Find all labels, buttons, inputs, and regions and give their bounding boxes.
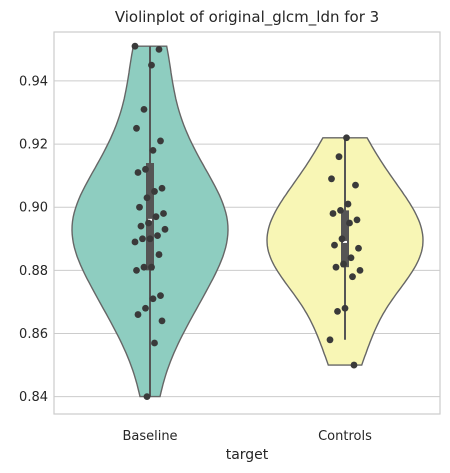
data-point [159,317,166,324]
data-point [150,295,157,302]
data-point [348,254,355,261]
data-point [159,185,166,192]
data-point [135,169,142,176]
data-point [153,213,160,220]
data-point [136,204,143,211]
data-point [357,267,364,274]
data-point [154,232,161,239]
data-point [132,239,139,246]
y-tick-label: 0.94 [19,74,48,89]
data-point [337,207,344,214]
data-point [345,201,352,208]
data-point [331,242,338,249]
data-point [144,393,151,400]
data-point [340,261,347,268]
data-point [151,340,158,347]
data-point [139,235,146,242]
data-point [150,147,157,154]
data-point [352,182,359,189]
data-point [133,267,140,274]
data-point [351,362,358,369]
data-point [160,210,167,217]
data-point [141,264,148,271]
data-point [334,308,341,315]
x-axis-ticks: Baseline Controls [122,429,372,444]
x-tick-label: Baseline [122,429,177,444]
data-point [142,305,149,312]
data-point [151,188,158,195]
y-tick-label: 0.84 [19,390,48,405]
data-point [354,216,361,223]
data-point [147,235,154,242]
x-tick-label: Controls [318,429,372,444]
data-point [156,251,163,258]
data-point [342,305,349,312]
x-axis-label: target [226,447,269,463]
data-point [144,194,151,201]
data-point [135,311,142,318]
data-point [328,175,335,182]
data-point [132,43,139,50]
data-point [333,264,340,271]
data-point [145,220,152,227]
data-point [138,223,145,230]
y-tick-label: 0.90 [19,201,48,216]
data-point [343,134,350,141]
data-point [133,125,140,132]
data-point [157,138,164,145]
data-point [148,62,155,69]
data-point [157,292,164,299]
y-axis-ticks: 0.84 0.86 0.88 0.90 0.92 0.94 [19,74,48,405]
y-tick-label: 0.86 [19,327,48,342]
data-point [330,210,337,217]
data-point [156,46,163,53]
data-point [339,235,346,242]
data-point [162,226,169,233]
data-point [141,106,148,113]
data-point [355,245,362,252]
data-point [327,336,334,343]
data-point [349,273,356,280]
data-point [148,264,155,271]
violins [72,46,423,396]
data-point [346,220,353,227]
chart-title: Violinplot of original_glcm_ldn for 3 [115,8,379,27]
data-point [142,166,149,173]
data-point [336,153,343,160]
y-tick-label: 0.92 [19,138,48,153]
y-tick-label: 0.88 [19,264,48,279]
